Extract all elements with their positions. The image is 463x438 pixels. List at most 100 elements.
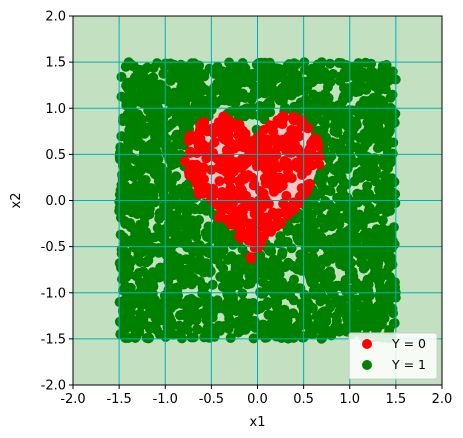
data-point-y0 — [283, 203, 294, 214]
data-point-y0 — [258, 188, 269, 199]
data-point-y1 — [385, 255, 396, 266]
data-point-y1 — [359, 279, 370, 290]
data-point-y1 — [385, 205, 395, 216]
data-point-y0 — [285, 171, 296, 182]
data-point-y1 — [129, 94, 140, 104]
data-point-y0 — [314, 159, 325, 170]
data-point-y1 — [130, 326, 141, 337]
data-point-y0 — [303, 179, 314, 190]
data-point-y1 — [277, 249, 287, 260]
data-point-y1 — [360, 261, 371, 272]
data-point-y1 — [175, 199, 186, 210]
data-point-y1 — [363, 318, 374, 329]
data-point-y1 — [116, 71, 127, 82]
data-point-y1 — [316, 213, 327, 224]
data-point-y1 — [363, 227, 374, 238]
data-point-y1 — [361, 196, 372, 207]
data-point-y1 — [144, 276, 155, 287]
data-point-y1 — [257, 77, 268, 88]
data-point-y1 — [361, 235, 371, 246]
data-point-y0 — [196, 180, 207, 191]
data-point-y1 — [346, 300, 357, 311]
data-point-y1 — [219, 237, 230, 248]
data-point-y1 — [128, 117, 139, 128]
data-point-y1 — [166, 157, 177, 167]
data-point-y0 — [276, 217, 287, 228]
data-point-y1 — [258, 319, 269, 330]
data-point-y1 — [177, 216, 188, 227]
data-point-y1 — [265, 100, 276, 111]
data-point-y1 — [125, 255, 136, 266]
data-point-y1 — [166, 93, 177, 104]
x-tick-label: -1.5 — [106, 392, 131, 407]
data-point-y1 — [174, 320, 185, 331]
data-point-y0 — [288, 114, 299, 125]
data-point-y0 — [277, 113, 288, 124]
data-point-y0 — [239, 170, 250, 181]
data-point-y0 — [294, 131, 305, 142]
data-point-y1 — [283, 84, 294, 95]
data-point-y1 — [155, 269, 166, 280]
data-point-y1 — [262, 299, 273, 310]
data-point-y1 — [313, 316, 324, 327]
data-point-y1 — [222, 290, 233, 300]
data-point-y1 — [283, 257, 294, 268]
x-axis: -2.0 -1.5 -1.0 -0.5 0.0 0.5 1.0 1.5 2.0 — [60, 385, 452, 407]
data-point-y1 — [322, 244, 333, 255]
data-point-y0 — [282, 157, 293, 168]
data-point-y1 — [138, 314, 149, 325]
data-point-y1 — [357, 154, 367, 165]
data-point-y1 — [202, 304, 213, 315]
data-point-y1 — [387, 148, 398, 159]
data-point-y1 — [322, 110, 333, 121]
data-point-y0 — [246, 253, 257, 264]
data-point-y1 — [175, 310, 185, 321]
data-point-y1 — [305, 301, 316, 312]
data-point-y1 — [356, 252, 367, 263]
data-point-y1 — [276, 235, 287, 246]
data-point-y1 — [293, 234, 303, 245]
data-point-y1 — [369, 153, 380, 164]
data-point-y0 — [237, 125, 248, 136]
data-point-y1 — [307, 264, 318, 275]
data-point-y1 — [230, 98, 241, 109]
data-point-y1 — [268, 67, 279, 78]
data-point-y1 — [223, 308, 234, 319]
data-point-y0 — [303, 150, 314, 161]
data-point-y1 — [164, 209, 175, 219]
y-axis: -2.0 -1.5 -1.0 -0.5 0.0 0.5 1.0 1.5 2.0 — [41, 10, 73, 394]
data-point-y1 — [312, 228, 323, 239]
data-point-y1 — [147, 100, 158, 111]
data-point-y1 — [279, 102, 290, 113]
data-point-y1 — [150, 169, 161, 180]
data-point-y1 — [368, 162, 379, 173]
data-point-y1 — [183, 205, 194, 215]
y-tick-label: 0.0 — [45, 194, 66, 209]
data-point-y1 — [362, 181, 373, 192]
data-point-y1 — [316, 101, 327, 112]
data-point-y1 — [172, 235, 183, 246]
data-point-y1 — [256, 288, 267, 299]
data-point-y1 — [370, 176, 381, 187]
data-point-y1 — [122, 82, 133, 93]
data-point-y1 — [119, 321, 130, 332]
data-point-y1 — [327, 327, 338, 338]
data-point-y1 — [353, 197, 363, 208]
data-point-y1 — [324, 199, 335, 210]
data-point-y1 — [365, 309, 376, 320]
data-point-y1 — [142, 289, 153, 300]
x-tick-label: 0.5 — [293, 392, 314, 407]
data-point-y1 — [237, 313, 248, 324]
data-point-y1 — [188, 246, 199, 257]
data-point-y1 — [189, 79, 200, 90]
data-point-y1 — [141, 333, 152, 343]
x-tick-label: -0.5 — [199, 392, 224, 407]
data-point-y1 — [155, 305, 166, 316]
data-point-y1 — [123, 218, 134, 229]
data-point-y1 — [226, 72, 237, 83]
data-point-y1 — [335, 74, 346, 85]
data-point-y1 — [152, 58, 163, 69]
data-point-y1 — [301, 292, 312, 302]
data-point-y1 — [324, 266, 335, 277]
data-point-y1 — [285, 74, 296, 85]
